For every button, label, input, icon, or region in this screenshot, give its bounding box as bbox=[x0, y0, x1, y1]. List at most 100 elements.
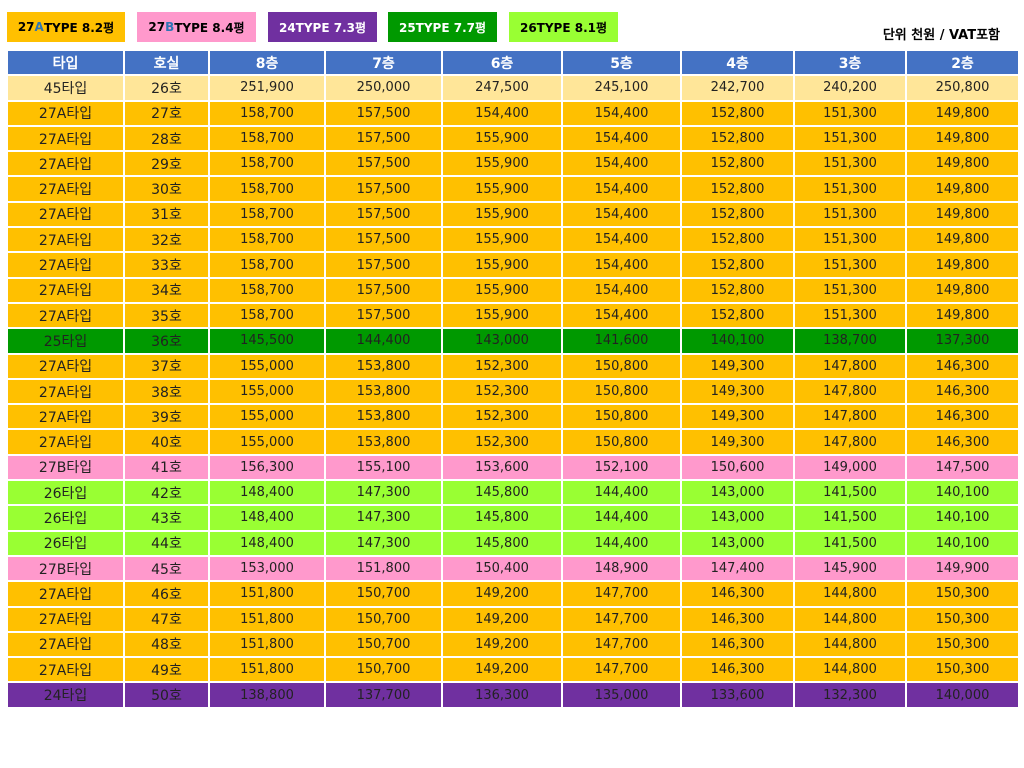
room-cell: 37호 bbox=[123, 352, 210, 380]
room-cell: 26호 bbox=[123, 74, 210, 102]
price-cell: 152,800 bbox=[680, 150, 795, 178]
price-cell: 154,400 bbox=[561, 276, 682, 304]
type-cell: 27A타입 bbox=[6, 251, 125, 279]
column-header-type: 타입 bbox=[6, 48, 125, 77]
price-cell: 158,700 bbox=[208, 99, 326, 127]
price-cell: 155,000 bbox=[208, 428, 326, 456]
legend-chip-25: 25TYPE 7.7평 bbox=[388, 12, 497, 42]
price-cell: 250,800 bbox=[905, 74, 1020, 102]
type-cell: 27A타입 bbox=[6, 276, 125, 304]
price-cell: 146,300 bbox=[905, 377, 1020, 406]
price-cell: 149,800 bbox=[905, 251, 1020, 279]
price-cell: 148,400 bbox=[208, 529, 326, 557]
table-row: 27A타입 31호 158,700 157,500 155,900 154,400 152,… bbox=[6, 200, 1020, 229]
price-cell: 251,900 bbox=[208, 74, 326, 102]
table-row: 45타입 26호 251,900 250,000 247,500 245,100 242,7… bbox=[6, 74, 1020, 102]
price-cell: 152,300 bbox=[441, 377, 563, 406]
table-row: 27A타입 35호 158,700 157,500 155,900 154,400 152,… bbox=[6, 301, 1020, 330]
room-cell: 43호 bbox=[123, 504, 210, 532]
price-cell: 150,300 bbox=[905, 605, 1020, 633]
room-cell: 35호 bbox=[123, 301, 210, 330]
price-cell: 152,800 bbox=[680, 200, 795, 229]
price-cell: 147,800 bbox=[793, 403, 907, 431]
type-cell: 27A타입 bbox=[6, 656, 125, 684]
legend-chip-27b: 27 B TYPE 8.4평 bbox=[137, 12, 256, 42]
price-cell: 145,800 bbox=[441, 479, 563, 507]
price-cell: 158,700 bbox=[208, 251, 326, 279]
legend-chip-27a: 27 A TYPE 8.2평 bbox=[7, 12, 125, 42]
price-cell: 155,100 bbox=[324, 453, 443, 482]
price-cell: 153,600 bbox=[441, 453, 563, 482]
table-row: 27A타입 38호 155,000 153,800 152,300 150,800 149,… bbox=[6, 377, 1020, 406]
legend-chip-24: 24TYPE 7.3평 bbox=[268, 12, 377, 42]
table-body: 45타입 26호 251,900 250,000 247,500 245,100 242,7… bbox=[6, 74, 1020, 709]
room-cell: 30호 bbox=[123, 175, 210, 203]
price-cell: 147,700 bbox=[561, 580, 682, 608]
price-cell: 150,700 bbox=[324, 580, 443, 608]
price-cell: 143,000 bbox=[680, 504, 795, 532]
price-cell: 147,800 bbox=[793, 377, 907, 406]
price-cell: 140,100 bbox=[905, 529, 1020, 557]
column-header-room: 호실 bbox=[123, 48, 210, 77]
price-cell: 152,800 bbox=[680, 175, 795, 203]
price-cell: 151,800 bbox=[324, 554, 443, 583]
price-cell: 147,300 bbox=[324, 529, 443, 557]
price-cell: 152,800 bbox=[680, 276, 795, 304]
column-header-floor-5: 5층 bbox=[561, 48, 682, 77]
price-cell: 152,300 bbox=[441, 428, 563, 456]
price-cell: 150,600 bbox=[680, 453, 795, 482]
type-cell: 26타입 bbox=[6, 529, 125, 557]
price-cell: 151,300 bbox=[793, 175, 907, 203]
price-cell: 154,400 bbox=[561, 301, 682, 330]
price-cell: 147,500 bbox=[905, 453, 1020, 482]
price-cell: 145,500 bbox=[208, 327, 326, 355]
unit-note: 단위 천원 / VAT포함 bbox=[882, 28, 1000, 43]
price-cell: 151,800 bbox=[208, 656, 326, 684]
price-cell: 150,800 bbox=[561, 428, 682, 456]
type-cell: 45타입 bbox=[6, 74, 125, 102]
type-cell: 27A타입 bbox=[6, 124, 125, 153]
type-cell: 27A타입 bbox=[6, 301, 125, 330]
legend-chip-24-label: 24TYPE 7.3평 bbox=[278, 20, 367, 35]
legend-chip-26: 26TYPE 8.1평 bbox=[509, 12, 618, 42]
table-row: 27A타입 32호 158,700 157,500 155,900 154,400 152,… bbox=[6, 226, 1020, 254]
price-cell: 151,300 bbox=[793, 150, 907, 178]
type-cell: 27A타입 bbox=[6, 226, 125, 254]
room-cell: 33호 bbox=[123, 251, 210, 279]
price-cell: 146,300 bbox=[680, 580, 795, 608]
price-cell: 155,000 bbox=[208, 403, 326, 431]
price-cell: 157,500 bbox=[324, 175, 443, 203]
price-cell: 153,800 bbox=[324, 428, 443, 456]
room-cell: 34호 bbox=[123, 276, 210, 304]
price-cell: 155,900 bbox=[441, 276, 563, 304]
legend-chip-27a-prefix: 27 bbox=[17, 20, 35, 34]
price-cell: 144,800 bbox=[793, 630, 907, 659]
price-cell: 158,700 bbox=[208, 150, 326, 178]
price-cell: 157,500 bbox=[324, 226, 443, 254]
price-cell: 154,400 bbox=[561, 200, 682, 229]
price-cell: 155,900 bbox=[441, 251, 563, 279]
price-cell: 151,300 bbox=[793, 124, 907, 153]
price-cell: 144,400 bbox=[324, 327, 443, 355]
type-cell: 27A타입 bbox=[6, 377, 125, 406]
price-cell: 144,400 bbox=[561, 529, 682, 557]
price-cell: 240,200 bbox=[793, 74, 907, 102]
price-cell: 147,800 bbox=[793, 352, 907, 380]
price-cell: 151,300 bbox=[793, 200, 907, 229]
room-cell: 42호 bbox=[123, 479, 210, 507]
price-cell: 149,800 bbox=[905, 124, 1020, 153]
table-row: 27A타입 47호 151,800 150,700 149,200 147,700 146,… bbox=[6, 605, 1020, 633]
room-cell: 48호 bbox=[123, 630, 210, 659]
price-cell: 150,700 bbox=[324, 656, 443, 684]
price-cell: 144,800 bbox=[793, 580, 907, 608]
price-cell: 158,700 bbox=[208, 200, 326, 229]
price-cell: 242,700 bbox=[680, 74, 795, 102]
price-cell: 152,800 bbox=[680, 251, 795, 279]
price-cell: 147,700 bbox=[561, 605, 682, 633]
price-cell: 148,400 bbox=[208, 504, 326, 532]
price-cell: 148,400 bbox=[208, 479, 326, 507]
room-cell: 28호 bbox=[123, 124, 210, 153]
price-cell: 151,300 bbox=[793, 99, 907, 127]
room-cell: 45호 bbox=[123, 554, 210, 583]
price-cell: 149,200 bbox=[441, 630, 563, 659]
